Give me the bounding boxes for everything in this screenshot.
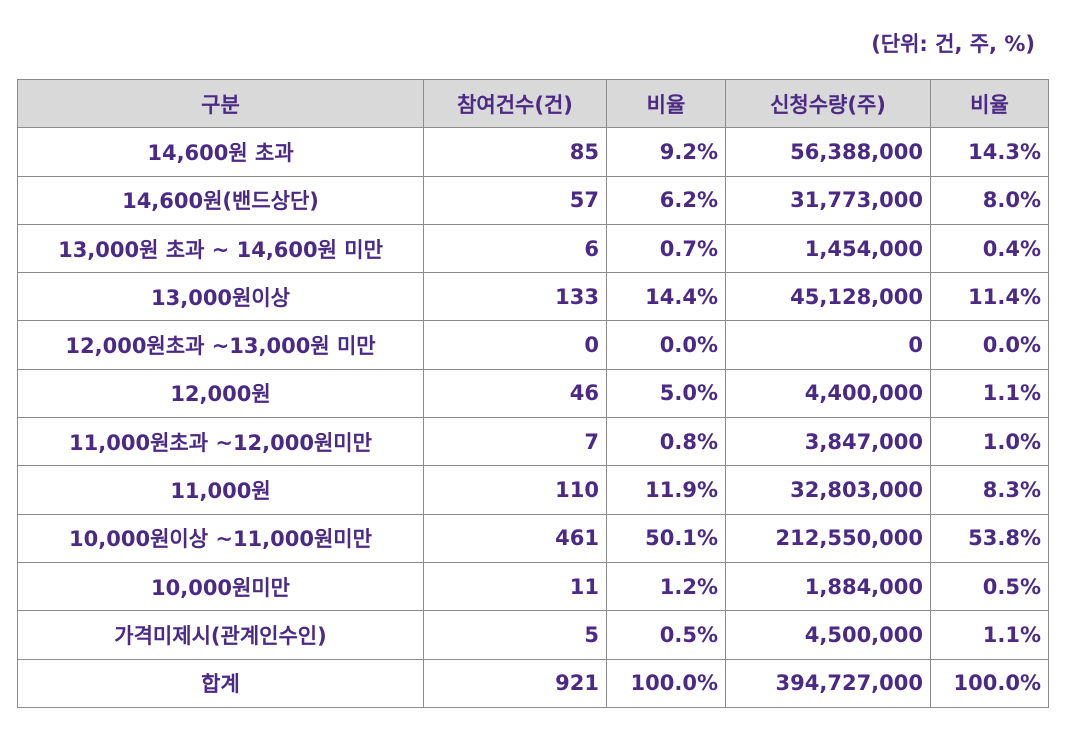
cell-count-ratio: 0.0% (606, 320, 726, 370)
cell-count: 110 (423, 465, 607, 515)
cell-quantity-ratio: 1.1% (930, 368, 1049, 419)
cell-count: 921 (423, 658, 607, 708)
cell-quantity: 0 (725, 320, 931, 370)
cell-count-ratio: 14.4% (606, 272, 726, 322)
header-quantity: 신청수량(주) (725, 78, 931, 129)
cell-quantity-ratio: 53.8% (930, 513, 1049, 563)
table-row: 13,000원이상 133 14.4% 45,128,000 11.4% (17, 272, 1049, 322)
cell-category: 합계 (17, 658, 424, 708)
table-row: 10,000원미만 11 1.2% 1,884,000 0.5% (17, 561, 1049, 612)
cell-quantity-ratio: 1.0% (930, 417, 1049, 467)
cell-category: 12,000원 (17, 368, 424, 419)
cell-count-ratio: 0.5% (606, 610, 726, 660)
unit-note: (단위: 건, 주, %) (871, 32, 1035, 56)
cell-category: 가격미제시(관계인수인) (17, 610, 424, 660)
table-row: 11,000원 110 11.9% 32,803,000 8.3% (17, 465, 1049, 515)
cell-category: 11,000원초과 ~12,000원미만 (17, 417, 424, 467)
cell-category: 10,000원이상 ~11,000원미만 (17, 513, 424, 563)
total-row: 합계 921 100.0% 394,727,000 100.0% (17, 658, 1049, 708)
cell-category: 11,000원 (17, 465, 424, 515)
cell-quantity-ratio: 8.3% (930, 465, 1049, 515)
table-row: 14,600원 초과 85 9.2% 56,388,000 14.3% (17, 127, 1049, 177)
cell-category: 13,000원이상 (17, 272, 424, 322)
cell-count-ratio: 6.2% (606, 175, 726, 225)
cell-category: 10,000원미만 (17, 561, 424, 612)
cell-count-ratio: 11.9% (606, 465, 726, 515)
cell-quantity: 4,400,000 (725, 368, 931, 419)
cell-quantity-ratio: 14.3% (930, 127, 1049, 177)
table-row: 11,000원초과 ~12,000원미만 7 0.8% 3,847,000 1.… (17, 417, 1049, 467)
cell-quantity: 212,550,000 (725, 513, 931, 563)
cell-count-ratio: 50.1% (606, 513, 726, 563)
cell-count: 133 (423, 272, 607, 322)
table-row: 14,600원(밴드상단) 57 6.2% 31,773,000 8.0% (17, 175, 1049, 225)
cell-count-ratio: 5.0% (606, 368, 726, 419)
cell-count: 57 (423, 175, 607, 225)
cell-quantity: 31,773,000 (725, 175, 931, 225)
cell-count: 5 (423, 610, 607, 660)
cell-category: 14,600원(밴드상단) (17, 175, 424, 225)
table-row: 13,000원 초과 ~ 14,600원 미만 6 0.7% 1,454,000… (17, 223, 1049, 274)
header-category: 구분 (17, 78, 424, 129)
cell-quantity: 3,847,000 (725, 417, 931, 467)
cell-quantity-ratio: 0.5% (930, 561, 1049, 612)
demand-forecast-table: 구분 참여건수(건) 비율 신청수량(주) 비율 14,600원 초과 85 9… (17, 78, 1049, 708)
cell-quantity: 394,727,000 (725, 658, 931, 708)
header-count-ratio: 비율 (606, 78, 726, 129)
cell-quantity: 4,500,000 (725, 610, 931, 660)
cell-count: 461 (423, 513, 607, 563)
cell-count: 85 (423, 127, 607, 177)
header-row: 구분 참여건수(건) 비율 신청수량(주) 비율 (17, 78, 1049, 129)
cell-count-ratio: 9.2% (606, 127, 726, 177)
cell-quantity-ratio: 11.4% (930, 272, 1049, 322)
cell-quantity-ratio: 0.4% (930, 223, 1049, 274)
cell-category: 13,000원 초과 ~ 14,600원 미만 (17, 223, 424, 274)
cell-count: 6 (423, 223, 607, 274)
cell-quantity: 1,884,000 (725, 561, 931, 612)
cell-count: 7 (423, 417, 607, 467)
cell-count-ratio: 100.0% (606, 658, 726, 708)
header-count: 참여건수(건) (423, 78, 607, 129)
table-row: 12,000원초과 ~13,000원 미만 0 0.0% 0 0.0% (17, 320, 1049, 370)
header-quantity-ratio: 비율 (930, 78, 1049, 129)
cell-count: 46 (423, 368, 607, 419)
cell-count-ratio: 1.2% (606, 561, 726, 612)
table-row: 10,000원이상 ~11,000원미만 461 50.1% 212,550,0… (17, 513, 1049, 563)
cell-quantity: 45,128,000 (725, 272, 931, 322)
cell-count: 11 (423, 561, 607, 612)
cell-quantity: 1,454,000 (725, 223, 931, 274)
table-row: 가격미제시(관계인수인) 5 0.5% 4,500,000 1.1% (17, 610, 1049, 660)
cell-quantity-ratio: 8.0% (930, 175, 1049, 225)
table-row: 12,000원 46 5.0% 4,400,000 1.1% (17, 368, 1049, 419)
cell-count: 0 (423, 320, 607, 370)
cell-category: 14,600원 초과 (17, 127, 424, 177)
cell-quantity-ratio: 1.1% (930, 610, 1049, 660)
cell-quantity-ratio: 100.0% (930, 658, 1049, 708)
cell-category: 12,000원초과 ~13,000원 미만 (17, 320, 424, 370)
cell-count-ratio: 0.8% (606, 417, 726, 467)
cell-quantity: 32,803,000 (725, 465, 931, 515)
cell-quantity: 56,388,000 (725, 127, 931, 177)
cell-count-ratio: 0.7% (606, 223, 726, 274)
cell-quantity-ratio: 0.0% (930, 320, 1049, 370)
